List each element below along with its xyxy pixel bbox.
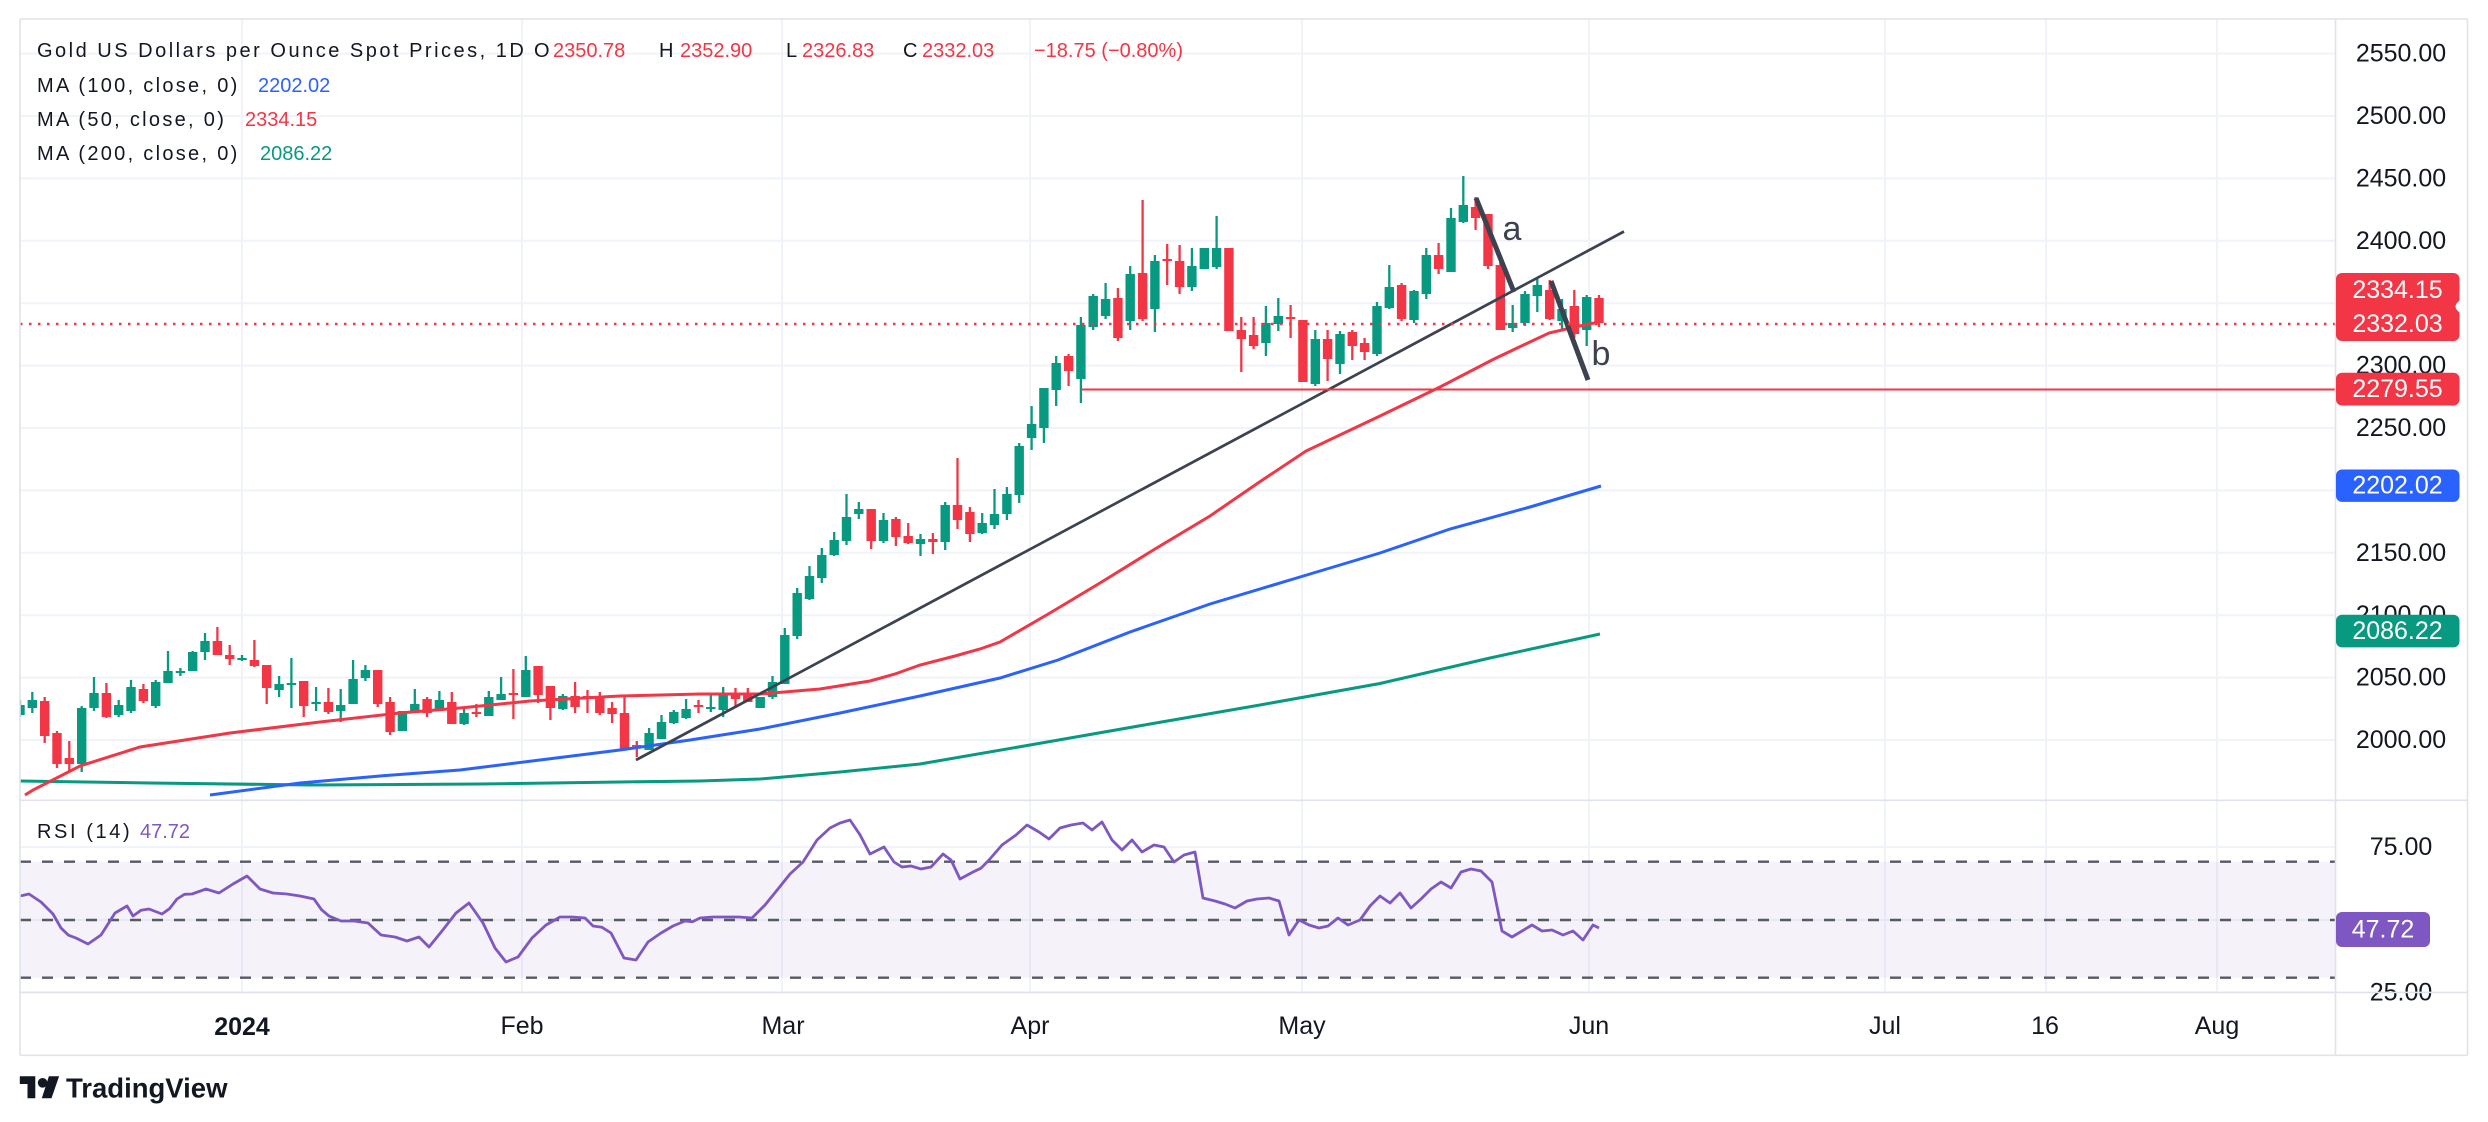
- svg-text:May: May: [1278, 1012, 1326, 1040]
- svg-text:16: 16: [2031, 1012, 2059, 1040]
- svg-text:Jul: Jul: [1869, 1012, 1901, 1040]
- svg-text:2050.00: 2050.00: [2356, 664, 2446, 692]
- svg-text:2550.00: 2550.00: [2356, 40, 2446, 68]
- svg-text:b: b: [1592, 335, 1611, 373]
- svg-text:2326.83: 2326.83: [802, 40, 874, 62]
- svg-text:Mar: Mar: [761, 1012, 804, 1040]
- svg-text:RSI (14): RSI (14): [37, 821, 132, 843]
- svg-text:47.72: 47.72: [2352, 916, 2415, 944]
- svg-text:2279.55: 2279.55: [2352, 375, 2442, 403]
- svg-text:2450.00: 2450.00: [2356, 164, 2446, 192]
- svg-text:2250.00: 2250.00: [2356, 414, 2446, 442]
- svg-text:2352.90: 2352.90: [680, 40, 752, 62]
- svg-text:L: L: [786, 40, 797, 62]
- svg-text:2334.15: 2334.15: [245, 109, 317, 131]
- svg-text:a: a: [1503, 210, 1522, 248]
- svg-text:2202.02: 2202.02: [2352, 472, 2442, 500]
- svg-text:2000.00: 2000.00: [2356, 726, 2446, 754]
- svg-text:Apr: Apr: [1011, 1012, 1050, 1040]
- svg-text:2024: 2024: [214, 1013, 270, 1041]
- svg-text:2332.03: 2332.03: [2352, 310, 2442, 338]
- svg-text:Feb: Feb: [500, 1012, 543, 1040]
- svg-text:2150.00: 2150.00: [2356, 539, 2446, 567]
- svg-text:MA (100, close, 0): MA (100, close, 0): [37, 75, 240, 97]
- svg-text:MA (50, close, 0): MA (50, close, 0): [37, 109, 226, 131]
- svg-text:−18.75 (−0.80%): −18.75 (−0.80%): [1034, 40, 1183, 62]
- svg-text:O: O: [534, 40, 550, 62]
- svg-text:C: C: [903, 40, 917, 62]
- svg-text:Jun: Jun: [1569, 1012, 1609, 1040]
- svg-text:2350.78: 2350.78: [553, 40, 625, 62]
- svg-text:Aug: Aug: [2195, 1012, 2239, 1040]
- svg-text:2332.03: 2332.03: [922, 40, 994, 62]
- svg-text:2202.02: 2202.02: [258, 75, 330, 97]
- svg-text:Gold US Dollars per Ounce Spot: Gold US Dollars per Ounce Spot Prices, 1…: [37, 40, 526, 62]
- svg-text:2086.22: 2086.22: [2352, 617, 2442, 645]
- svg-text:2400.00: 2400.00: [2356, 227, 2446, 255]
- svg-text:2500.00: 2500.00: [2356, 102, 2446, 130]
- svg-text:2086.22: 2086.22: [260, 143, 332, 165]
- svg-text:MA (200, close, 0): MA (200, close, 0): [37, 143, 240, 165]
- svg-text:H: H: [659, 40, 673, 62]
- svg-text:47.72: 47.72: [140, 821, 190, 843]
- svg-text:TradingView: TradingView: [66, 1073, 228, 1104]
- svg-text:75.00: 75.00: [2370, 833, 2433, 861]
- svg-text:2334.15: 2334.15: [2352, 276, 2442, 304]
